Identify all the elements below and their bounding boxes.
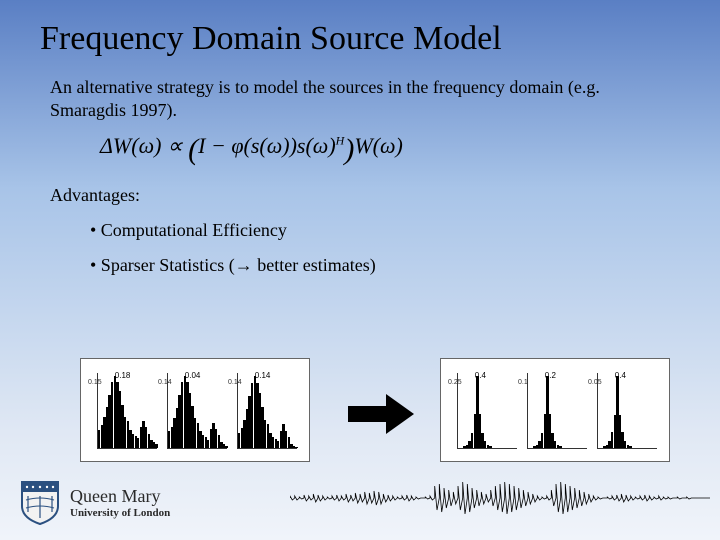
bullets: • Computational Efficiency • Sparser Sta… [0, 206, 720, 276]
qm-shield-icon [18, 478, 62, 526]
left-panel-2: 0.040.14 [167, 373, 227, 449]
left-panel-3: 0.140.14 [237, 373, 297, 449]
qm-logo: Queen Mary University of London [18, 478, 170, 526]
right-panel-3: 0.40.05 [597, 373, 657, 449]
eq-om2: (ω) [373, 133, 403, 158]
right-histogram-group: 0.40.25 0.20.1 0.40.05 [440, 358, 670, 462]
eq-phi: φ [231, 133, 243, 158]
eq-om1: (ω) [131, 133, 161, 158]
bullet-2: • Sparser Statistics (→ better estimates… [90, 255, 720, 276]
eq-W: W [354, 133, 372, 158]
equation: ΔW(ω) ∝ (I − φ(s(ω))s(ω)H)W(ω) [0, 123, 720, 167]
right-panel-2: 0.20.1 [527, 373, 587, 449]
intro-paragraph: An alternative strategy is to model the … [0, 58, 720, 123]
qm-name: Queen Mary [70, 486, 170, 507]
eq-minus: − [205, 133, 231, 158]
eq-s2: s(ω) [297, 133, 336, 158]
arrow-icon [348, 392, 418, 432]
eq-rparen: ) [344, 133, 354, 166]
left-panel-1: 0.180.15 [97, 373, 157, 449]
bullet-1: • Computational Efficiency [90, 220, 720, 241]
slide-title: Frequency Domain Source Model [0, 0, 720, 58]
left-histogram-group: 0.180.15 0.040.14 0.140.14 [80, 358, 310, 462]
charts-row: 0.180.15 0.040.14 0.140.14 0.40.25 0.20.… [80, 352, 670, 472]
qm-subtitle: University of London [70, 507, 170, 519]
eq-prop: ∝ [161, 133, 188, 158]
qm-text: Queen Mary University of London [70, 486, 170, 519]
advantages-label: Advantages: [0, 167, 720, 206]
eq-s1: (s(ω)) [244, 133, 297, 158]
eq-dW: ΔW [100, 133, 131, 158]
waveform [290, 478, 710, 518]
right-panel-1: 0.40.25 [457, 373, 517, 449]
eq-lparen: ( [188, 133, 198, 166]
